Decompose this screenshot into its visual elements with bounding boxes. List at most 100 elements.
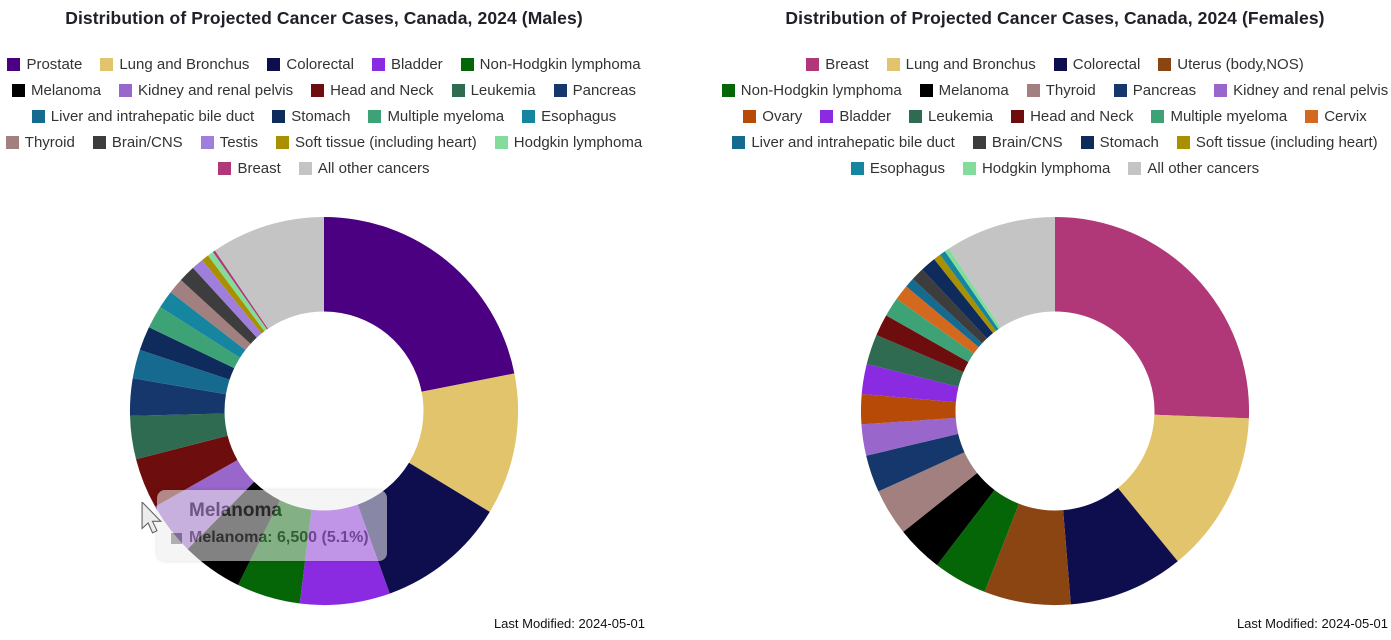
legend-label: Ovary bbox=[762, 108, 803, 125]
legend-item-multiple-myeloma[interactable]: Multiple myeloma bbox=[368, 107, 504, 126]
legend-item-thyroid[interactable]: Thyroid bbox=[5, 133, 75, 152]
legend-item-bladder[interactable]: Bladder bbox=[820, 107, 891, 126]
legend-item-cervix[interactable]: Cervix bbox=[1305, 107, 1367, 126]
pie-slice-kidney-and-renal-pelvis[interactable] bbox=[861, 417, 959, 456]
legend-swatch bbox=[371, 58, 385, 71]
pie-slice-non-hodgkin-lymphoma[interactable] bbox=[937, 489, 1019, 592]
pie-slice-colorectal[interactable] bbox=[357, 462, 490, 594]
pie-slice-head-and-neck[interactable] bbox=[876, 315, 969, 373]
legend-item-bladder[interactable]: Bladder bbox=[371, 55, 443, 74]
legend-item-breast[interactable]: Breast bbox=[218, 159, 281, 178]
legend-item-kidney-and-renal-pelvis[interactable]: Kidney and renal pelvis bbox=[1214, 81, 1388, 100]
pie-slice-leukemia[interactable] bbox=[130, 413, 228, 460]
pie-slice-prostate[interactable] bbox=[324, 216, 515, 392]
legend-row: Ovary Bladder Leukemia Head and Neck Multipl… bbox=[734, 107, 1375, 126]
legend-item-leukemia[interactable]: Leukemia bbox=[451, 81, 536, 100]
legend-swatch bbox=[92, 136, 106, 149]
legend-swatch bbox=[820, 110, 834, 123]
pie-slice-lung-and-bronchus[interactable] bbox=[408, 373, 519, 512]
pie-slice-liver-and-intrahepatic-bile-duct[interactable] bbox=[132, 349, 230, 395]
pie-slice-hodgkin-lymphoma[interactable] bbox=[944, 248, 1001, 330]
legend-item-pancreas[interactable]: Pancreas bbox=[1113, 81, 1196, 100]
pie-slice-bladder[interactable] bbox=[861, 363, 959, 403]
legend-item-head-and-neck[interactable]: Head and Neck bbox=[1011, 107, 1133, 126]
pie-slice-stomach[interactable] bbox=[922, 259, 994, 339]
pie-slice-soft-tissue-including-heart[interactable] bbox=[934, 254, 997, 334]
legend-item-esophagus[interactable]: Esophagus bbox=[850, 159, 945, 178]
pie-slice-cervix[interactable] bbox=[896, 286, 979, 354]
pie-slice-head-and-neck[interactable] bbox=[136, 435, 238, 507]
pie-slice-thyroid[interactable] bbox=[878, 452, 978, 532]
legend-item-non-hodgkin-lymphoma[interactable]: Non-Hodgkin lymphoma bbox=[721, 81, 902, 100]
pie-slice-hodgkin-lymphoma[interactable] bbox=[207, 251, 268, 332]
legend-item-liver-and-intrahepatic-bile-duct[interactable]: Liver and intrahepatic bile duct bbox=[31, 107, 255, 126]
legend-item-melanoma[interactable]: Melanoma bbox=[919, 81, 1009, 100]
legend-item-stomach[interactable]: Stomach bbox=[1080, 133, 1159, 152]
legend-item-lung-and-bronchus[interactable]: Lung and Bronchus bbox=[886, 55, 1036, 74]
legend-item-lung-and-bronchus[interactable]: Lung and Bronchus bbox=[100, 55, 249, 74]
legend-item-leukemia[interactable]: Leukemia bbox=[909, 107, 993, 126]
pie-slice-pancreas[interactable] bbox=[129, 378, 226, 416]
males-chart-panel: Distribution of Projected Cancer Cases, … bbox=[0, 0, 648, 640]
pie-slice-soft-tissue-including-heart[interactable] bbox=[202, 255, 265, 334]
legend-item-brain-cns[interactable]: Brain/CNS bbox=[972, 133, 1063, 152]
pie-slice-all-other-cancers[interactable] bbox=[948, 216, 1055, 328]
pie-slice-leukemia[interactable] bbox=[866, 335, 964, 387]
pie-slice-esophagus[interactable] bbox=[939, 251, 999, 331]
legend-item-hodgkin-lymphoma[interactable]: Hodgkin lymphoma bbox=[494, 133, 642, 152]
legend-label: Liver and intrahepatic bile duct bbox=[50, 108, 255, 125]
legend-item-non-hodgkin-lymphoma[interactable]: Non-Hodgkin lymphoma bbox=[460, 55, 641, 74]
pie-slice-multiple-myeloma[interactable] bbox=[148, 307, 241, 369]
legend-item-all-other-cancers[interactable]: All other cancers bbox=[1128, 159, 1259, 178]
legend-item-uterus-body-nos[interactable]: Uterus (body,NOS) bbox=[1158, 55, 1304, 74]
pie-slice-thyroid[interactable] bbox=[170, 279, 251, 351]
pie-slice-pancreas[interactable] bbox=[866, 433, 965, 492]
pie-slice-brain-cns[interactable] bbox=[912, 269, 987, 344]
legend-swatch bbox=[1128, 162, 1142, 175]
legend-item-kidney-and-renal-pelvis[interactable]: Kidney and renal pelvis bbox=[119, 81, 293, 100]
legend-swatch bbox=[119, 84, 133, 97]
legend-label: Esophagus bbox=[869, 160, 945, 177]
legend-item-melanoma[interactable]: Melanoma bbox=[12, 81, 101, 100]
pie-slice-brain-cns[interactable] bbox=[180, 267, 257, 344]
pie-slice-stomach[interactable] bbox=[139, 327, 235, 380]
legend-item-multiple-myeloma[interactable]: Multiple myeloma bbox=[1151, 107, 1287, 126]
legend-item-ovary[interactable]: Ovary bbox=[743, 107, 802, 126]
legend-label: Leukemia bbox=[470, 82, 536, 99]
pie-slice-all-other-cancers[interactable] bbox=[214, 216, 324, 329]
pie-slice-uterus-body-nos[interactable] bbox=[984, 503, 1071, 606]
legend-row: Liver and intrahepatic bile duct Stomach M… bbox=[23, 107, 625, 126]
pie-slice-esophagus[interactable] bbox=[160, 292, 246, 358]
pie-slice-multiple-myeloma[interactable] bbox=[886, 298, 974, 362]
legend-item-hodgkin-lymphoma[interactable]: Hodgkin lymphoma bbox=[962, 159, 1111, 178]
legend-item-soft-tissue-including-heart[interactable]: Soft tissue (including heart) bbox=[1176, 133, 1378, 152]
pie-slice-ovary[interactable] bbox=[860, 393, 956, 425]
legend-item-colorectal[interactable]: Colorectal bbox=[267, 55, 354, 74]
legend-item-brain-cns[interactable]: Brain/CNS bbox=[92, 133, 183, 152]
pie-slice-colorectal[interactable] bbox=[1063, 488, 1178, 605]
legend-label: Hodgkin lymphoma bbox=[981, 160, 1111, 177]
legend-item-prostate[interactable]: Prostate bbox=[7, 55, 82, 74]
legend-swatch bbox=[1158, 58, 1172, 71]
pie-slice-lung-and-bronchus[interactable] bbox=[1117, 414, 1249, 562]
legend-item-breast[interactable]: Breast bbox=[806, 55, 869, 74]
legend-item-colorectal[interactable]: Colorectal bbox=[1053, 55, 1140, 74]
pie-slice-liver-and-intrahepatic-bile-duct[interactable] bbox=[906, 279, 983, 348]
legend-label: Brain/CNS bbox=[111, 134, 183, 151]
pie-slice-breast[interactable] bbox=[212, 250, 269, 330]
legend-item-stomach[interactable]: Stomach bbox=[272, 107, 350, 126]
legend-item-head-and-neck[interactable]: Head and Neck bbox=[311, 81, 434, 100]
legend-item-all-other-cancers[interactable]: All other cancers bbox=[298, 159, 430, 178]
legend-item-pancreas[interactable]: Pancreas bbox=[553, 81, 636, 100]
legend-label: Non-Hodgkin lymphoma bbox=[479, 56, 641, 73]
legend-swatch bbox=[522, 110, 536, 123]
legend-label: Melanoma bbox=[938, 82, 1009, 99]
pie-slice-testis[interactable] bbox=[192, 259, 262, 338]
legend-item-thyroid[interactable]: Thyroid bbox=[1026, 81, 1096, 100]
pie-slice-melanoma[interactable] bbox=[903, 472, 995, 566]
legend-item-soft-tissue-including-heart[interactable]: Soft tissue (including heart) bbox=[276, 133, 477, 152]
legend-item-liver-and-intrahepatic-bile-duct[interactable]: Liver and intrahepatic bile duct bbox=[732, 133, 955, 152]
legend-item-testis[interactable]: Testis bbox=[200, 133, 258, 152]
legend-item-esophagus[interactable]: Esophagus bbox=[522, 107, 616, 126]
pie-slice-breast[interactable] bbox=[1055, 216, 1250, 419]
